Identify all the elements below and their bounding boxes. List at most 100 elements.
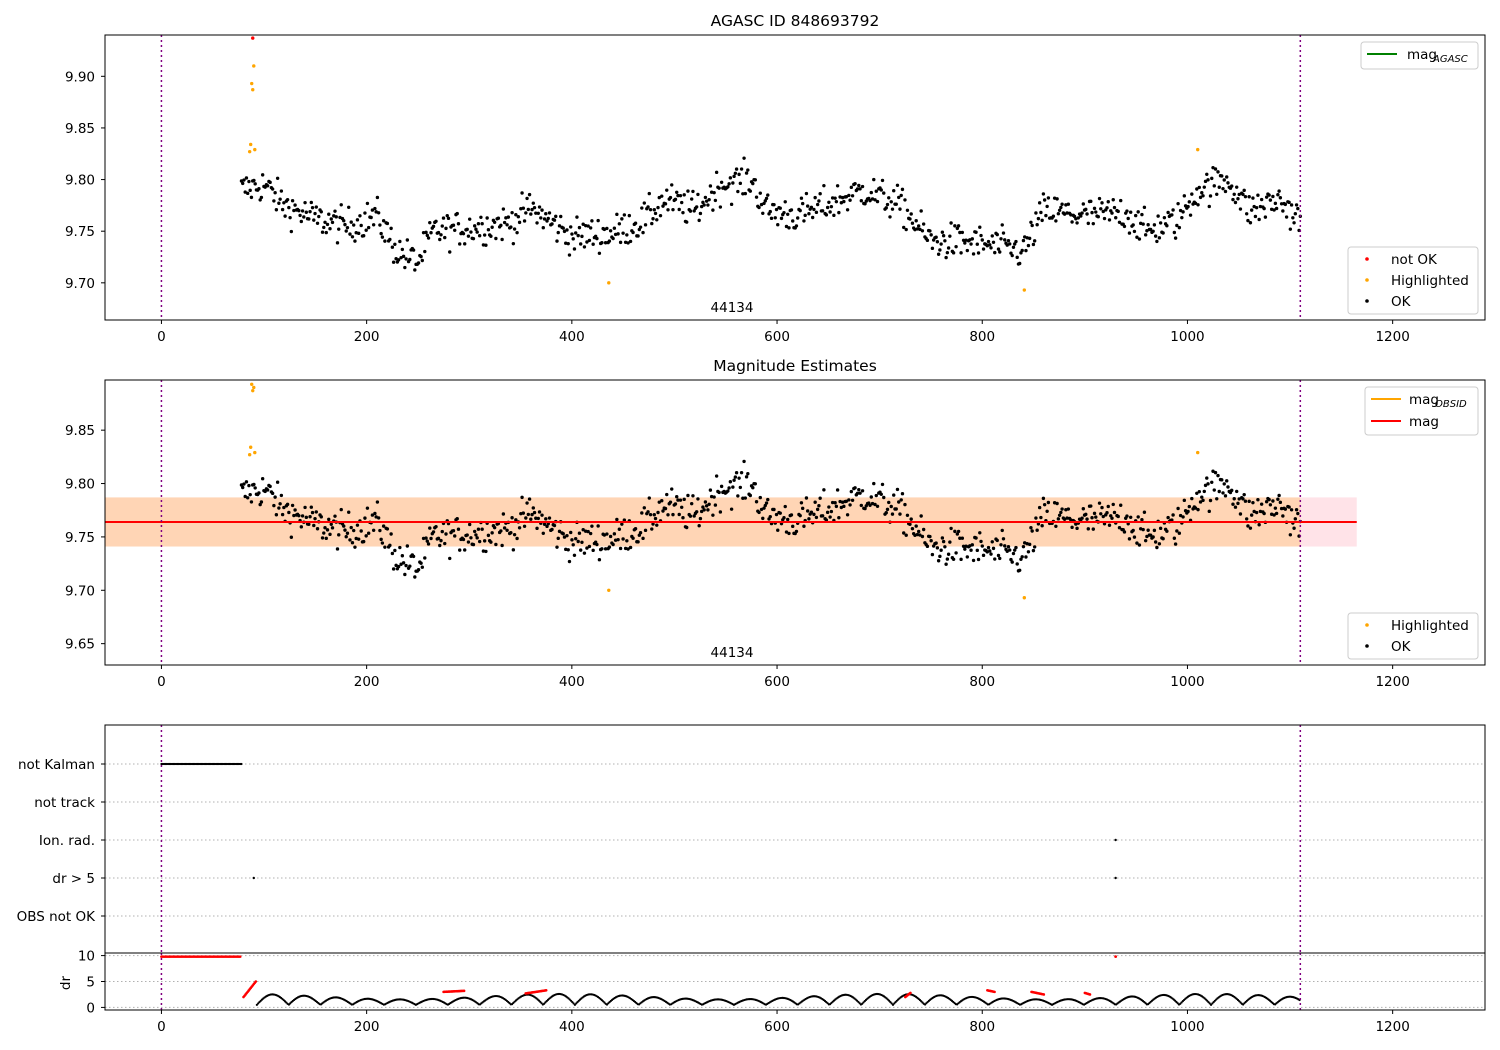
- ok-point: [661, 509, 665, 513]
- ok-point: [248, 492, 252, 497]
- ok-point: [636, 234, 640, 238]
- ok-point: [380, 235, 385, 239]
- ok-point: [929, 233, 933, 237]
- x-tick-label: 200: [354, 1019, 380, 1035]
- ok-point: [481, 549, 486, 553]
- ok-point: [828, 515, 832, 519]
- ok-point: [676, 193, 680, 198]
- flag-point: [252, 876, 255, 880]
- ok-point: [436, 230, 441, 235]
- ok-point: [714, 170, 719, 175]
- ok-point: [975, 548, 979, 553]
- ok-point: [766, 193, 770, 197]
- ok-point: [388, 543, 392, 548]
- ok-point: [466, 540, 471, 544]
- ok-point: [1277, 189, 1281, 193]
- ok-point: [925, 544, 930, 549]
- ok-point: [408, 564, 412, 568]
- ok-point: [535, 526, 539, 531]
- ok-point: [668, 500, 673, 504]
- x-tick-label: 1200: [1375, 674, 1409, 690]
- ok-point: [371, 528, 376, 532]
- ok-point: [1193, 201, 1198, 206]
- ok-point: [1106, 504, 1110, 509]
- ok-point: [335, 241, 340, 245]
- ok-point: [1020, 248, 1024, 253]
- ok-point: [1011, 551, 1016, 556]
- ok-point: [850, 194, 855, 198]
- ok-point: [902, 531, 906, 535]
- ok-point: [390, 245, 395, 249]
- ok-point: [671, 207, 675, 212]
- ok-point: [1008, 548, 1012, 552]
- ok-point: [453, 534, 457, 538]
- ok-point: [1044, 213, 1048, 218]
- ok-point: [717, 490, 721, 495]
- ok-point: [783, 504, 787, 509]
- ok-point: [1032, 545, 1037, 549]
- ok-point: [275, 176, 280, 180]
- ok-point: [882, 495, 886, 500]
- ok-point: [1197, 185, 1201, 190]
- ok-point: [517, 220, 522, 225]
- ok-point: [1111, 198, 1115, 202]
- ok-point: [314, 205, 318, 209]
- ok-point: [1001, 231, 1006, 235]
- ok-point: [863, 202, 867, 206]
- ok-point: [423, 249, 427, 254]
- ok-point: [241, 485, 245, 490]
- legend-box: [1360, 41, 1479, 70]
- ok-point: [791, 524, 795, 529]
- ok-point: [249, 500, 254, 504]
- ok-point: [894, 507, 898, 511]
- ok-point: [677, 512, 681, 517]
- ok-point: [466, 234, 471, 238]
- legend-label: OK: [1391, 294, 1412, 310]
- dr-bad-point: [993, 990, 996, 994]
- ok-point: [860, 489, 865, 493]
- ok-point: [557, 529, 562, 534]
- ok-point: [1177, 531, 1182, 535]
- ok-point: [505, 528, 509, 533]
- ok-point: [365, 506, 370, 510]
- ok-point: [688, 209, 693, 213]
- ok-point: [1206, 178, 1210, 182]
- ok-point: [443, 235, 447, 240]
- ok-point: [626, 547, 630, 551]
- ok-point: [570, 538, 574, 542]
- ok-point: [297, 208, 301, 213]
- ok-point: [612, 226, 617, 230]
- ok-point: [337, 227, 341, 231]
- ok-point: [855, 491, 860, 495]
- ok-point: [1193, 506, 1198, 510]
- ok-point: [391, 260, 396, 264]
- ok-point: [1116, 209, 1120, 214]
- ok-point: [428, 526, 432, 530]
- ok-point: [874, 189, 878, 193]
- flag-point: [240, 762, 243, 766]
- ok-point: [729, 202, 734, 207]
- ok-point: [1010, 253, 1014, 258]
- ok-point: [520, 191, 524, 195]
- ok-point: [268, 484, 272, 489]
- ok-point: [252, 482, 256, 487]
- highlighted-point: [250, 81, 254, 86]
- ok-point: [258, 502, 262, 507]
- magnitude-estimates-panel: 0 200 400 600 800 1000 1200 9.65 9.70 9.75 9.80 9.8…: [65, 357, 1486, 690]
- ok-point: [1216, 170, 1220, 174]
- ok-point: [1059, 510, 1063, 515]
- ok-point: [467, 217, 472, 221]
- ok-point: [1213, 167, 1218, 171]
- ok-point: [829, 204, 834, 209]
- ok-point: [607, 239, 612, 243]
- ok-point: [800, 201, 805, 206]
- ok-point: [1187, 200, 1192, 204]
- ok-point: [979, 539, 983, 544]
- ok-point: [1128, 210, 1133, 214]
- ok-point: [935, 240, 940, 244]
- ok-point: [355, 523, 360, 527]
- ok-point: [509, 225, 513, 229]
- ok-point: [570, 232, 574, 236]
- ok-point: [1166, 515, 1170, 520]
- ok-point: [1094, 210, 1098, 214]
